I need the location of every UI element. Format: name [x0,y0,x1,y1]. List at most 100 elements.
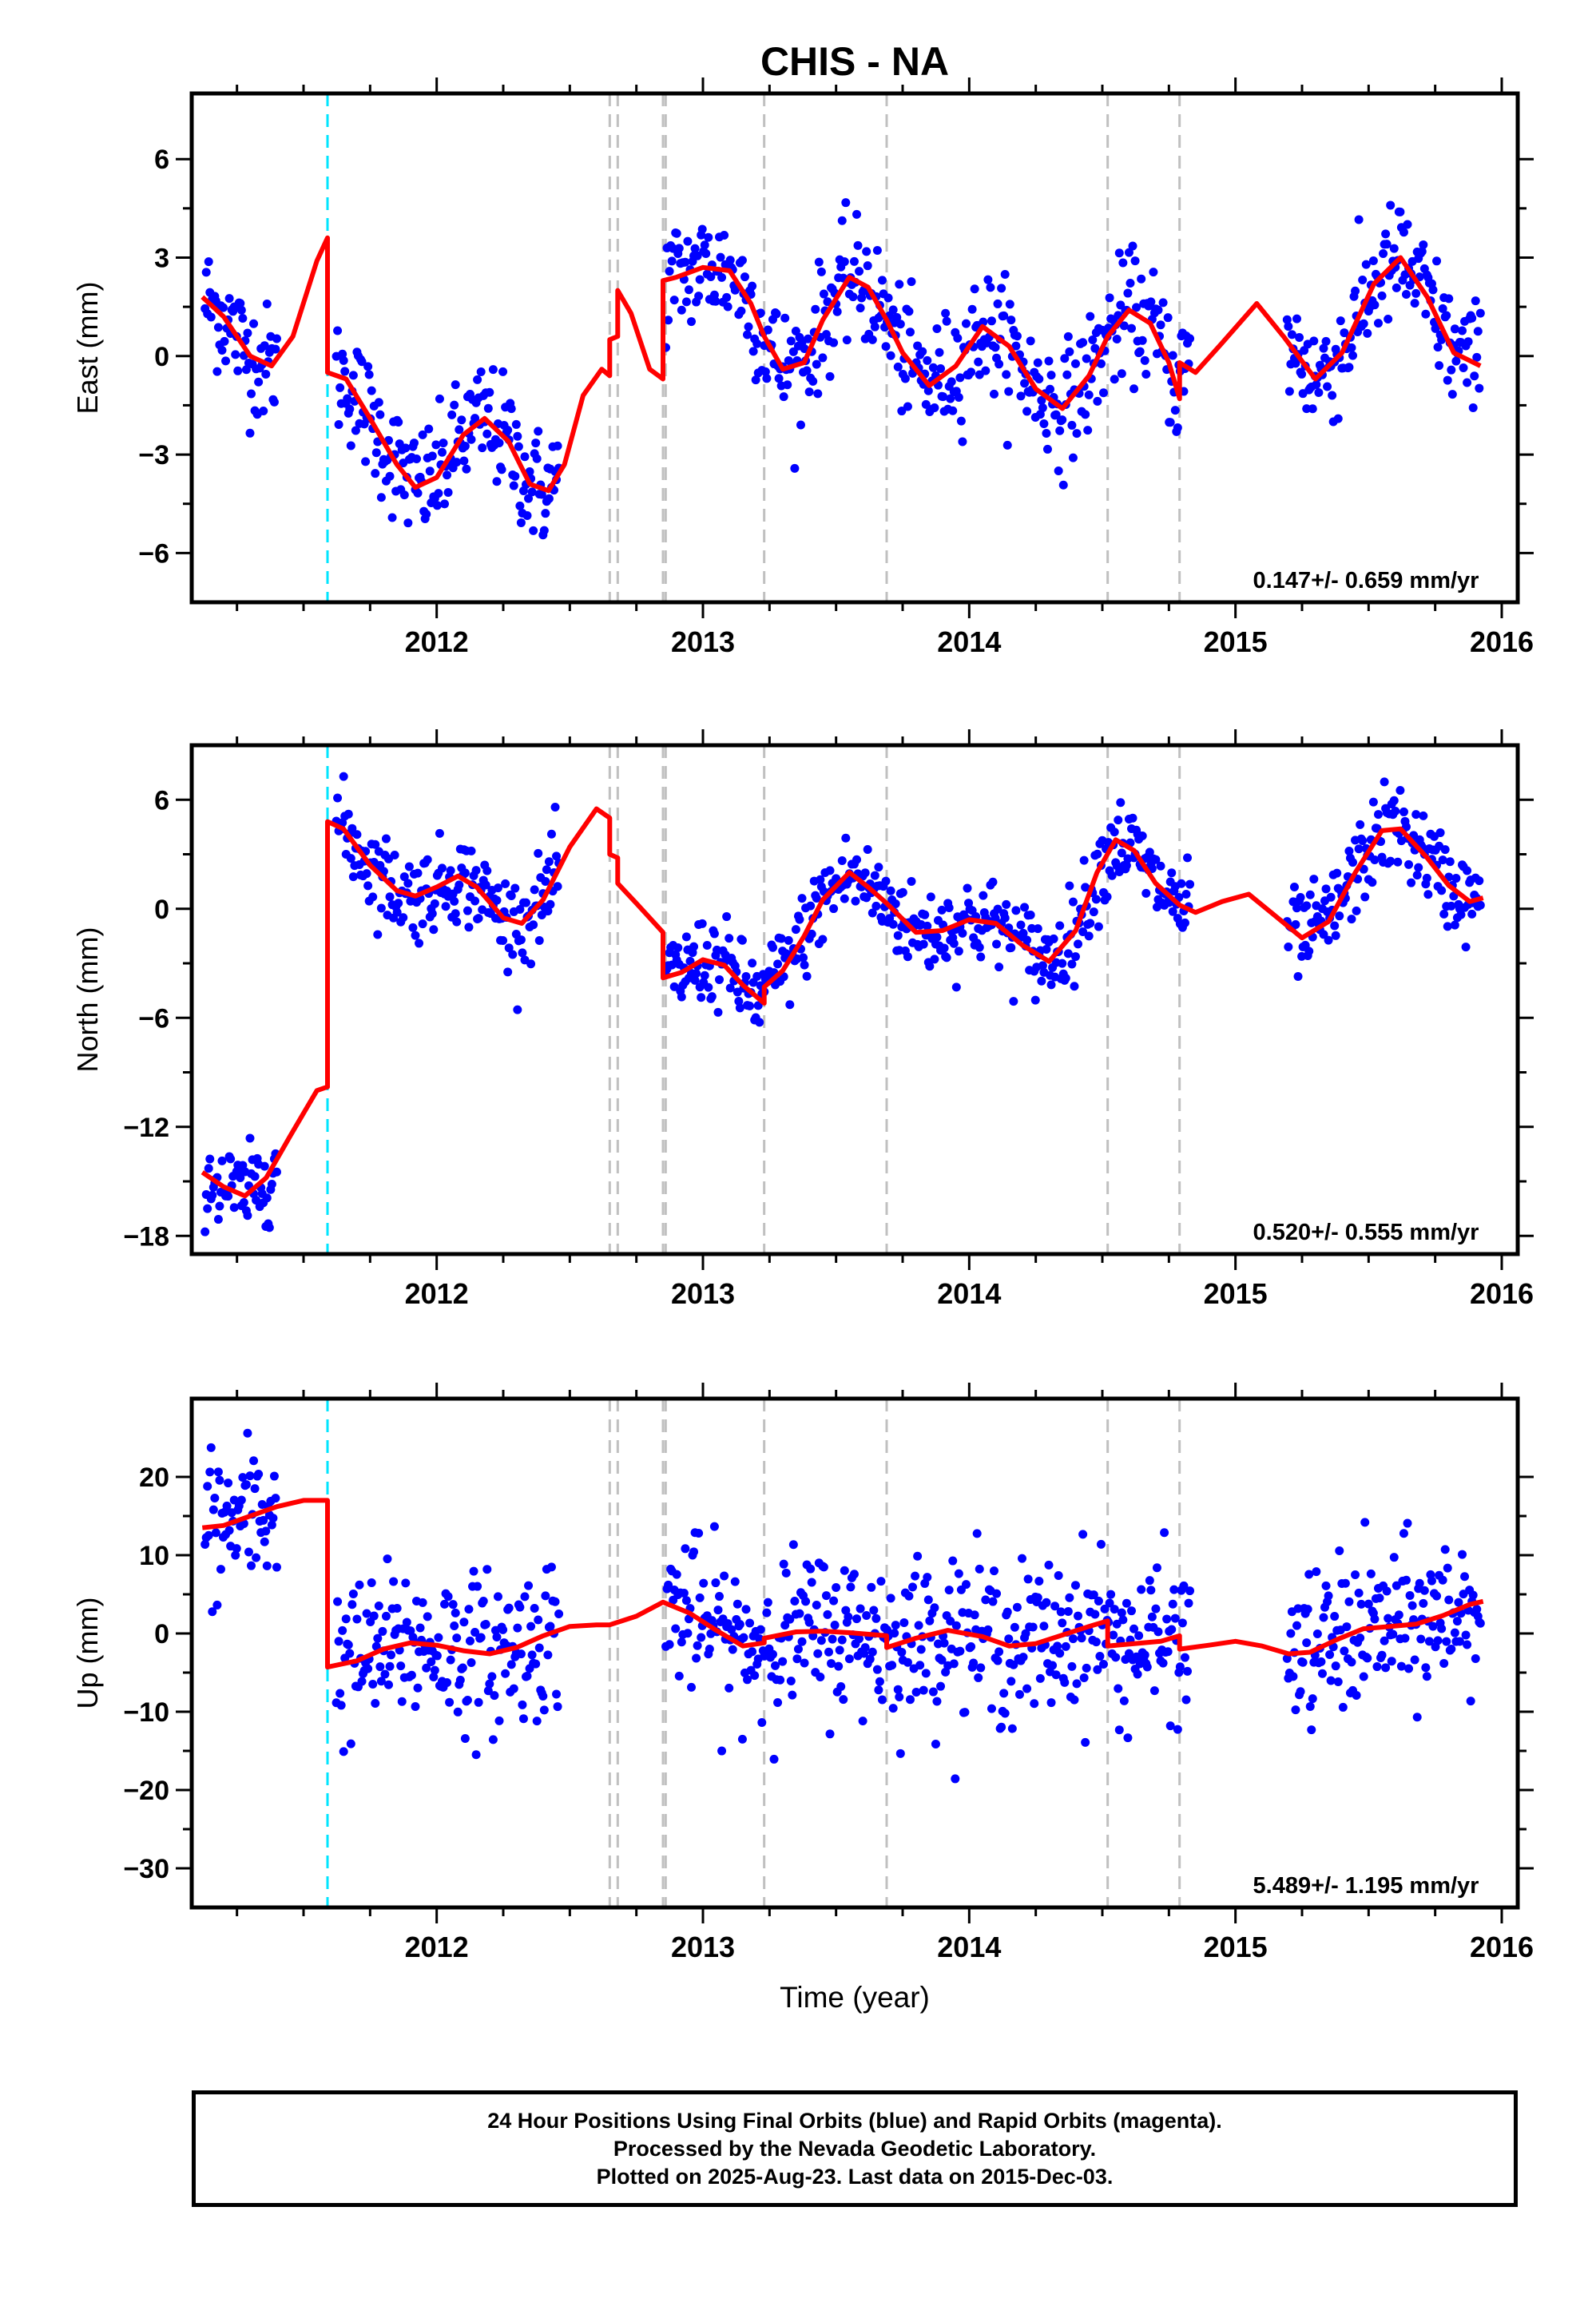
data-point [1123,288,1133,298]
data-point [1004,387,1014,396]
data-point [1122,860,1131,870]
data-point [763,325,772,335]
data-point [1333,1677,1343,1687]
data-point [1386,856,1396,866]
data-point [1459,363,1468,373]
data-point [1093,849,1102,859]
data-point [1078,1530,1088,1539]
data-point [942,316,951,326]
data-point [1089,907,1098,917]
data-point [1112,334,1122,343]
data-point [1077,1633,1086,1643]
data-point [793,1645,803,1654]
data-point [1168,907,1177,916]
data-point [1467,909,1477,919]
data-point [1401,822,1411,832]
data-point [403,879,413,888]
data-point [748,1647,757,1657]
data-point [371,1699,380,1709]
data-point [1377,291,1387,300]
data-point [1372,1662,1382,1672]
data-point [333,1597,343,1606]
data-point [476,367,486,376]
data-point [488,1735,498,1744]
data-point [992,939,1002,949]
y-axis-label: East (mm) [71,282,104,415]
velocity-rate-label: 0.147+/- 0.659 mm/yr [1253,568,1479,593]
data-point [447,410,457,419]
data-point [215,1201,224,1211]
data-point [1094,1596,1103,1606]
y-axis-label: Up (mm) [71,1598,104,1709]
data-point [1105,293,1114,303]
data-point [795,1609,804,1618]
data-point [895,320,905,329]
data-point [541,509,550,518]
data-point [254,377,264,387]
data-point [740,272,749,282]
data-point [513,1005,522,1014]
data-point [1084,931,1094,941]
data-point [1286,1629,1296,1638]
data-point [422,1663,431,1673]
data-point [1307,1725,1316,1735]
data-point [1282,1653,1292,1663]
data-point [369,1611,379,1621]
data-point [939,1638,949,1648]
panel-east: 2012 2013 2014 2015 2016 −6 −3 0 3 6 East (mm) 0.14… [71,77,1534,658]
data-point [1018,1554,1027,1563]
data-point [877,276,887,285]
data-point [704,982,713,992]
y-tick-label: 0 [154,895,169,925]
data-point [544,857,554,867]
data-point [853,240,863,250]
data-point [432,1651,442,1661]
data-point [1096,359,1106,368]
data-point [925,962,935,971]
data-point [923,1595,933,1605]
data-point [492,895,502,905]
data-point [1412,871,1422,880]
data-point [1046,1698,1056,1708]
data-point [553,882,562,891]
data-point [334,1637,343,1646]
data-point [736,306,746,316]
data-point [516,1649,526,1659]
data-point [1461,1630,1471,1640]
data-point [474,1697,483,1707]
data-point [1427,1576,1436,1586]
data-point [249,319,259,328]
data-point [893,362,903,371]
data-point [515,1602,525,1612]
data-point [463,1695,472,1705]
data-point [862,247,871,256]
data-point [1130,256,1140,266]
data-point [457,415,466,425]
data-point [1475,308,1485,318]
data-point [816,267,826,276]
data-point [919,939,928,949]
data-point [1185,879,1195,889]
data-point [932,932,942,942]
data-point [988,877,998,887]
data-point [953,333,963,343]
data-point [1403,220,1412,229]
data-point [967,304,977,314]
data-point [989,1566,998,1576]
data-point [981,366,991,375]
data-point [1475,1618,1485,1628]
data-point [946,394,955,403]
data-point [481,880,490,890]
panel-frame [189,743,1520,1256]
data-point [1335,911,1344,921]
data-point [1151,855,1161,864]
data-point [254,1469,264,1479]
data-point [532,454,542,463]
data-point [387,1650,396,1660]
data-point [494,1716,504,1725]
data-point [944,1586,954,1595]
y-tick-label: 10 [139,1541,169,1571]
data-point [693,1641,702,1650]
data-point [1396,207,1405,216]
data-point [1319,930,1328,939]
